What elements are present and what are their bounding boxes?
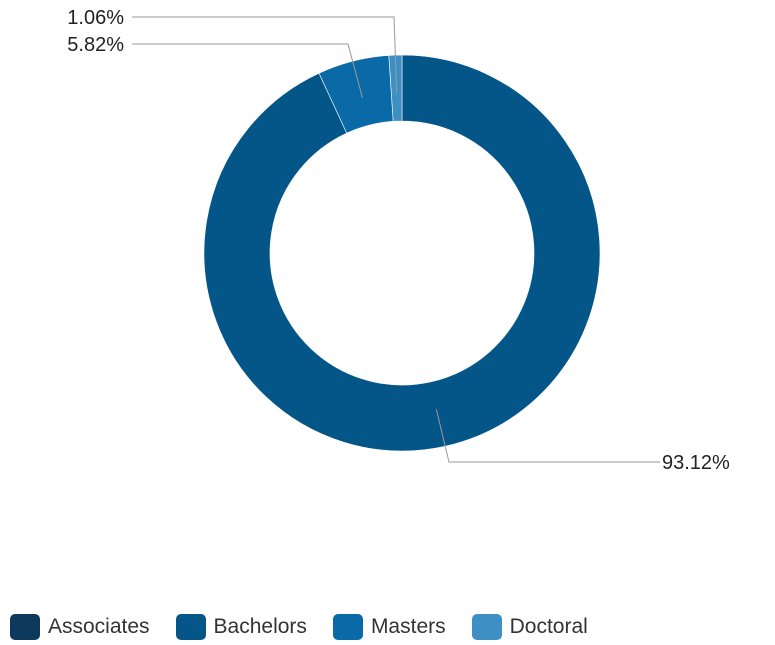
data-label-masters: 5.82% [67,34,124,56]
leader-line-doctoral [132,16,398,94]
slice-doctoral[interactable] [388,54,403,122]
data-label-bachelors: 93.12% [662,452,730,474]
data-label-doctoral: 1.06% [67,7,124,29]
leader-lines [132,16,660,463]
donut-slices [203,54,601,452]
legend-item-masters[interactable]: Masters [332,614,446,640]
legend-label-masters: Masters [370,615,446,638]
legend-item-associates[interactable]: Associates [10,614,150,640]
legend: Associates Bachelors Masters Doctoral [10,614,588,640]
legend-label-associates: Associates [48,615,150,638]
legend-label-bachelors: Bachelors [213,615,307,638]
donut-chart: 93.12% 5.82% 1.06% [67,7,730,474]
data-labels: 93.12% 5.82% 1.06% [67,7,730,474]
leader-line-bachelors [435,409,660,463]
slice-bachelors[interactable] [203,54,601,452]
legend-item-doctoral[interactable]: Doctoral [471,614,588,640]
legend-swatch-doctoral [471,614,502,640]
legend-swatch-bachelors [175,614,206,640]
legend-swatch-masters [332,614,363,640]
legend-item-bachelors[interactable]: Bachelors [175,614,307,640]
leader-line-masters [132,43,363,99]
legend-swatch-associates [10,614,40,640]
legend-label-doctoral: Doctoral [509,615,588,638]
